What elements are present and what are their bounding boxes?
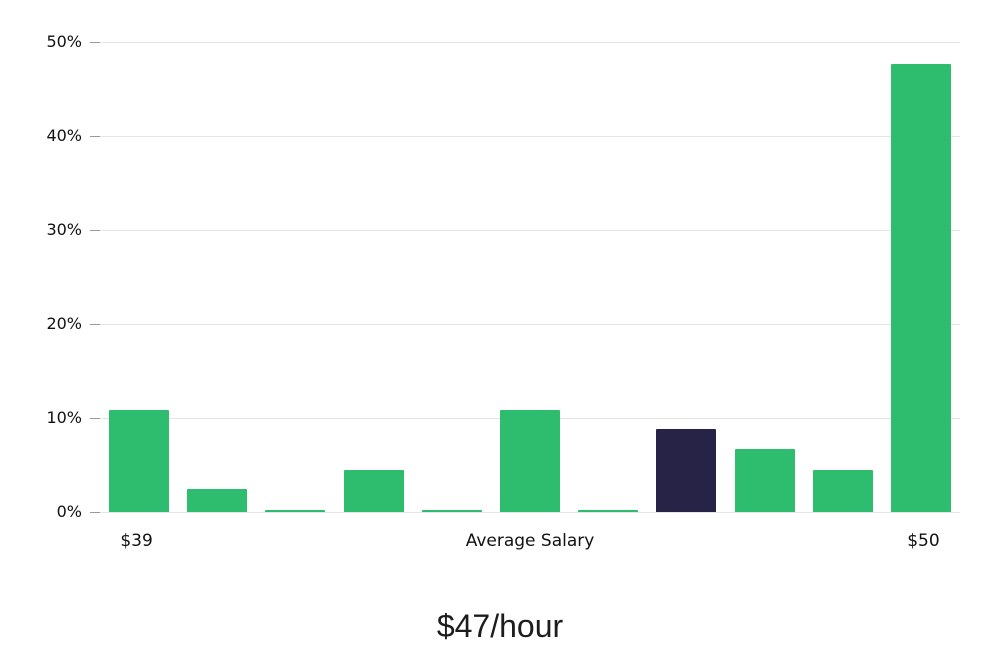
x-axis-slot xyxy=(246,528,319,554)
bar[interactable] xyxy=(578,510,639,512)
x-axis-slot xyxy=(173,528,246,554)
plot-area xyxy=(100,41,960,513)
bar-highlighted[interactable] xyxy=(656,429,717,512)
gridline xyxy=(100,41,960,43)
bar[interactable] xyxy=(890,63,951,512)
y-axis-tick xyxy=(90,41,100,43)
y-axis-tick-label: 40% xyxy=(46,126,82,145)
gridline xyxy=(100,135,960,137)
chart-title: $47/hour xyxy=(436,608,564,644)
x-axis-label: $50 xyxy=(907,531,940,551)
y-axis-tick xyxy=(90,229,100,231)
bar[interactable] xyxy=(421,510,482,512)
y-axis-tick xyxy=(90,323,100,325)
x-axis-slot: $39 xyxy=(100,528,173,554)
y-axis-tick xyxy=(90,511,100,513)
gridline xyxy=(100,323,960,325)
bar[interactable] xyxy=(109,409,170,512)
x-axis-slot xyxy=(319,528,392,554)
x-axis-slot xyxy=(741,528,814,554)
y-axis: 0% 10% 20% 30% 40% 50% xyxy=(0,0,100,660)
x-axis-slot xyxy=(814,528,887,554)
x-axis-slot: $50 xyxy=(887,528,960,554)
bar[interactable] xyxy=(812,469,873,512)
x-axis: $39 Average Salary $50 xyxy=(100,528,960,554)
y-axis-tick xyxy=(90,417,100,419)
y-axis-tick-label: 50% xyxy=(46,32,82,51)
y-axis-tick xyxy=(90,135,100,137)
y-axis-tick-label: 30% xyxy=(46,220,82,239)
x-axis-slot xyxy=(594,528,667,554)
bar[interactable] xyxy=(500,409,560,512)
x-axis-slot xyxy=(393,528,466,554)
gridline xyxy=(100,229,960,231)
y-axis-tick-label: 0% xyxy=(56,502,82,521)
bar[interactable] xyxy=(343,469,404,512)
gridline xyxy=(100,511,960,513)
bar[interactable] xyxy=(734,449,795,512)
x-axis-label: $39 xyxy=(120,531,153,551)
y-axis-tick-label: 20% xyxy=(46,314,82,333)
bar[interactable] xyxy=(187,489,248,512)
x-axis-slot: Average Salary xyxy=(466,528,595,554)
bar[interactable] xyxy=(265,510,326,512)
x-axis-label: Average Salary xyxy=(465,531,595,551)
y-axis-tick-label: 10% xyxy=(46,408,82,427)
x-axis-slot xyxy=(667,528,740,554)
